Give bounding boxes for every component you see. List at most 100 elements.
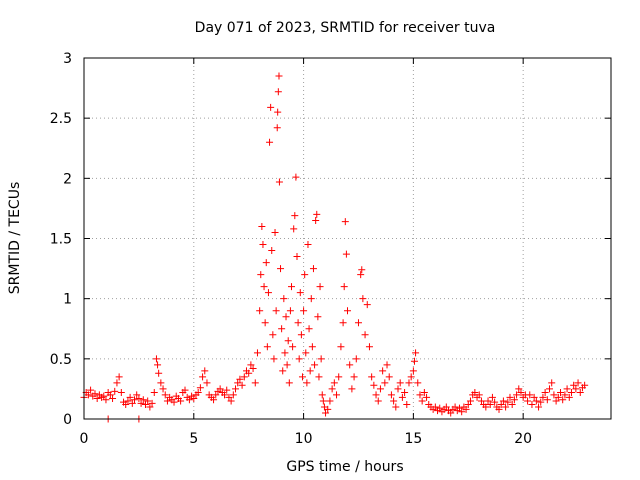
y-tick-label: 1 bbox=[63, 292, 72, 308]
data-point bbox=[262, 259, 270, 267]
data-point bbox=[185, 396, 193, 404]
data-point bbox=[326, 397, 334, 405]
data-point bbox=[407, 373, 415, 381]
data-point bbox=[442, 403, 450, 411]
data-point bbox=[283, 361, 291, 369]
data-point bbox=[316, 283, 324, 291]
data-point bbox=[190, 395, 198, 403]
data-point bbox=[307, 295, 315, 303]
data-point bbox=[306, 367, 314, 375]
data-point bbox=[335, 373, 343, 381]
x-axis-label: GPS time / hours bbox=[286, 459, 403, 475]
data-point bbox=[155, 369, 163, 377]
data-point bbox=[280, 295, 288, 303]
data-point bbox=[274, 88, 282, 96]
x-tick-label: 10 bbox=[295, 431, 313, 447]
data-point bbox=[576, 389, 584, 397]
grid-lines bbox=[84, 58, 611, 419]
data-point bbox=[257, 271, 265, 279]
data-point bbox=[436, 404, 444, 412]
data-point bbox=[150, 389, 158, 397]
data-point bbox=[236, 375, 244, 383]
data-point bbox=[274, 108, 282, 116]
y-tick-label: 0 bbox=[63, 412, 72, 428]
data-point bbox=[497, 401, 505, 409]
data-point bbox=[157, 379, 165, 387]
data-point bbox=[256, 307, 264, 315]
data-point bbox=[315, 373, 323, 381]
data-point bbox=[414, 379, 422, 387]
data-point bbox=[247, 361, 255, 369]
data-point bbox=[159, 385, 167, 393]
data-point bbox=[312, 216, 320, 224]
data-point bbox=[216, 385, 224, 393]
data-point bbox=[301, 271, 309, 279]
data-point bbox=[455, 404, 463, 412]
data-point bbox=[488, 393, 496, 401]
data-point bbox=[303, 379, 311, 387]
data-point bbox=[249, 364, 257, 372]
data-point bbox=[561, 391, 569, 399]
data-point bbox=[385, 373, 393, 381]
data-point bbox=[333, 391, 341, 399]
data-point bbox=[499, 397, 507, 405]
data-point bbox=[282, 313, 290, 321]
data-point bbox=[358, 266, 366, 274]
data-point bbox=[464, 401, 472, 409]
data-point bbox=[277, 265, 285, 273]
data-point bbox=[543, 396, 551, 404]
data-point bbox=[305, 325, 313, 333]
data-point bbox=[524, 397, 532, 405]
data-point bbox=[387, 391, 395, 399]
data-point bbox=[100, 392, 108, 400]
data-point bbox=[245, 369, 253, 377]
data-point bbox=[532, 397, 540, 405]
data-point bbox=[502, 403, 510, 411]
data-point bbox=[240, 373, 248, 381]
data-point bbox=[196, 384, 204, 392]
data-point bbox=[131, 396, 139, 404]
y-tick-label: 1.5 bbox=[50, 232, 72, 248]
data-point bbox=[177, 397, 185, 405]
data-point bbox=[477, 397, 485, 405]
data-point bbox=[148, 399, 156, 407]
data-point bbox=[365, 343, 373, 351]
data-point bbox=[405, 379, 413, 387]
data-point bbox=[141, 401, 149, 409]
data-point bbox=[311, 361, 319, 369]
data-point bbox=[392, 403, 400, 411]
data-point bbox=[495, 405, 503, 413]
data-point bbox=[161, 391, 169, 399]
data-point bbox=[146, 403, 154, 411]
data-point bbox=[462, 405, 470, 413]
data-point bbox=[270, 355, 278, 363]
data-point bbox=[264, 289, 272, 297]
data-point bbox=[181, 386, 189, 394]
y-tick-label: 0.5 bbox=[50, 352, 72, 368]
data-point bbox=[122, 401, 130, 409]
y-tick-label: 2 bbox=[63, 171, 72, 187]
data-point bbox=[297, 331, 305, 339]
data-point bbox=[572, 385, 580, 393]
data-point bbox=[210, 396, 218, 404]
plot-frame bbox=[83, 57, 612, 420]
data-point bbox=[570, 381, 578, 389]
data-point bbox=[368, 373, 376, 381]
data-point bbox=[232, 385, 240, 393]
data-point bbox=[313, 210, 321, 218]
data-point bbox=[372, 391, 380, 399]
y-axis-label: SRMTID / TECUs bbox=[7, 182, 23, 295]
data-point bbox=[275, 72, 283, 80]
data-point bbox=[294, 319, 302, 327]
data-point bbox=[163, 397, 171, 405]
data-point bbox=[528, 401, 536, 409]
x-tick-label: 20 bbox=[514, 431, 532, 447]
data-point bbox=[361, 331, 369, 339]
data-point bbox=[324, 405, 332, 413]
data-point bbox=[416, 391, 424, 399]
data-point bbox=[126, 393, 134, 401]
data-point bbox=[263, 343, 271, 351]
data-point bbox=[272, 307, 280, 315]
data-point bbox=[471, 389, 479, 397]
